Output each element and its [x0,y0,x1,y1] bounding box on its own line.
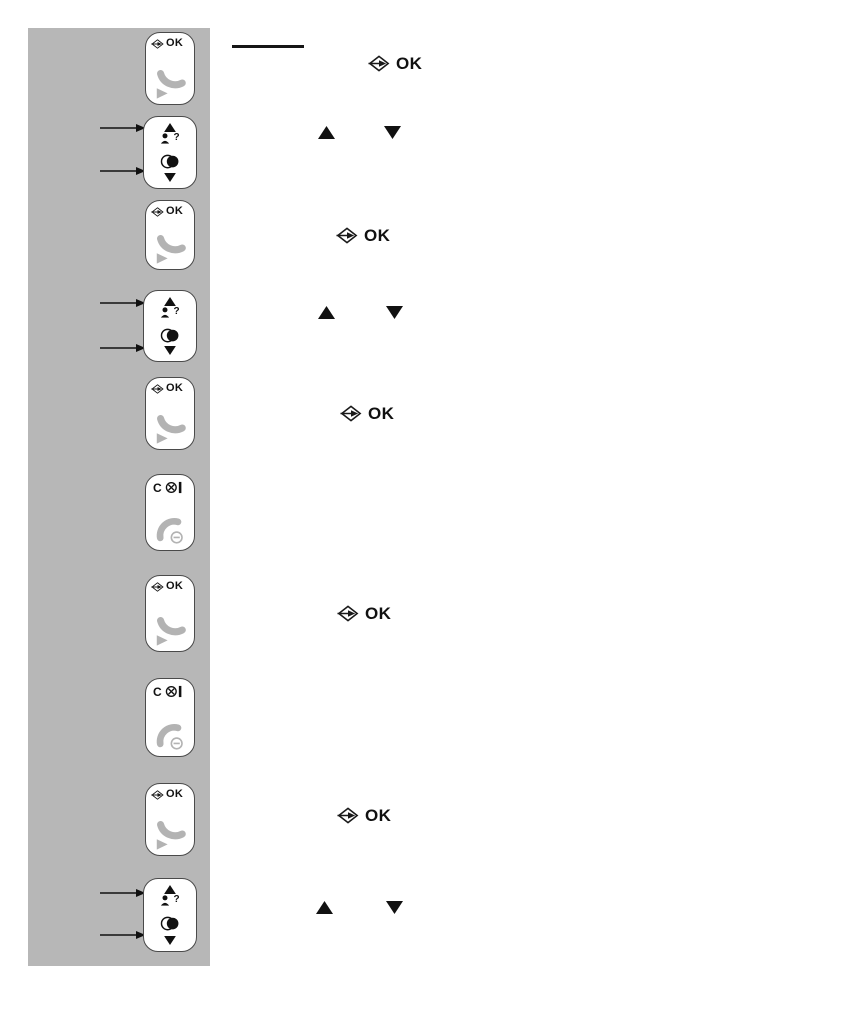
up-down-control-key: ? [143,116,197,189]
ok-label: OK [396,54,423,73]
directory-lookup-icon: ? [160,306,180,318]
up-triangle-icon [316,901,333,914]
person-icon [160,133,173,144]
handset-end-icon [153,719,187,751]
question-mark-label: ? [173,894,180,905]
key-ok-row: OK [151,581,183,592]
pointer-arrow-icon [100,166,146,176]
text-underline-rule [232,45,304,48]
diamond-arrow-ok-icon [151,384,164,394]
handset-talk-icon [152,613,188,647]
pointer-arrow-icon [100,343,146,353]
person-icon [160,895,173,906]
delete-clear-icon [165,685,183,698]
ok-confirm-symbol: OK [368,55,422,72]
handset-talk-icon [152,817,188,851]
down-triangle-icon [164,936,176,945]
up-triangle-icon [164,885,176,894]
diamond-arrow-ok-icon [368,55,390,72]
ok-confirm-symbol: OK [337,807,391,824]
diamond-arrow-ok-icon [151,582,164,592]
key-c-row: C [153,685,183,698]
clear-end-key: C [145,474,195,551]
contrast-icon [161,154,180,169]
contrast-icon [161,328,180,343]
diamond-arrow-ok-icon [151,790,164,800]
ok-label: OK [365,604,392,623]
ok-confirm-symbol: OK [337,605,391,622]
up-triangle-icon [318,126,335,139]
key-c-row: C [153,481,183,494]
ok-label: OK [364,226,391,245]
key-ok-label: OK [166,205,184,217]
up-triangle-icon [318,306,335,319]
key-ok-row: OK [151,206,183,217]
directory-lookup-icon: ? [160,132,180,144]
key-c-label: C [153,684,162,699]
ok-talk-key: OK [145,575,195,652]
key-ok-label: OK [166,788,184,800]
diamond-arrow-ok-icon [151,207,164,217]
handset-talk-icon [152,66,188,100]
question-mark-label: ? [173,132,180,143]
ok-label: OK [365,806,392,825]
down-triangle-icon [164,173,176,182]
key-ok-label: OK [166,37,184,49]
question-mark-label: ? [173,306,180,317]
ok-talk-key: OK [145,783,195,856]
up-triangle-icon [164,297,176,306]
ok-confirm-symbol: OK [336,227,390,244]
up-down-control-key: ? [143,878,197,952]
handset-talk-icon [152,411,188,445]
down-triangle-icon [384,126,401,139]
delete-clear-icon [165,481,183,494]
diamond-arrow-ok-icon [151,39,164,49]
up-triangle-icon [164,123,176,132]
key-illustration-column: OK ? OK [28,28,210,966]
diamond-arrow-ok-icon [337,605,359,622]
ok-talk-key: OK [145,32,195,105]
ok-talk-key: OK [145,200,195,270]
pointer-arrow-icon [100,298,146,308]
key-ok-row: OK [151,789,183,800]
ok-talk-key: OK [145,377,195,450]
contrast-icon [161,916,180,931]
pointer-arrow-icon [100,123,146,133]
diamond-arrow-ok-icon [340,405,362,422]
up-down-control-key: ? [143,290,197,362]
pointer-arrow-icon [100,888,146,898]
key-ok-label: OK [166,580,184,592]
diamond-arrow-ok-icon [336,227,358,244]
ok-label: OK [368,404,395,423]
person-icon [160,307,173,318]
key-ok-label: OK [166,382,184,394]
key-ok-row: OK [151,383,183,394]
directory-lookup-icon: ? [160,894,180,906]
pointer-arrow-icon [100,930,146,940]
key-c-label: C [153,480,162,495]
down-triangle-icon [164,346,176,355]
handset-end-icon [153,513,187,545]
clear-end-key: C [145,678,195,757]
down-triangle-icon [386,901,403,914]
diamond-arrow-ok-icon [337,807,359,824]
ok-confirm-symbol: OK [340,405,394,422]
key-ok-row: OK [151,38,183,49]
down-triangle-icon [386,306,403,319]
handset-talk-icon [152,231,188,265]
